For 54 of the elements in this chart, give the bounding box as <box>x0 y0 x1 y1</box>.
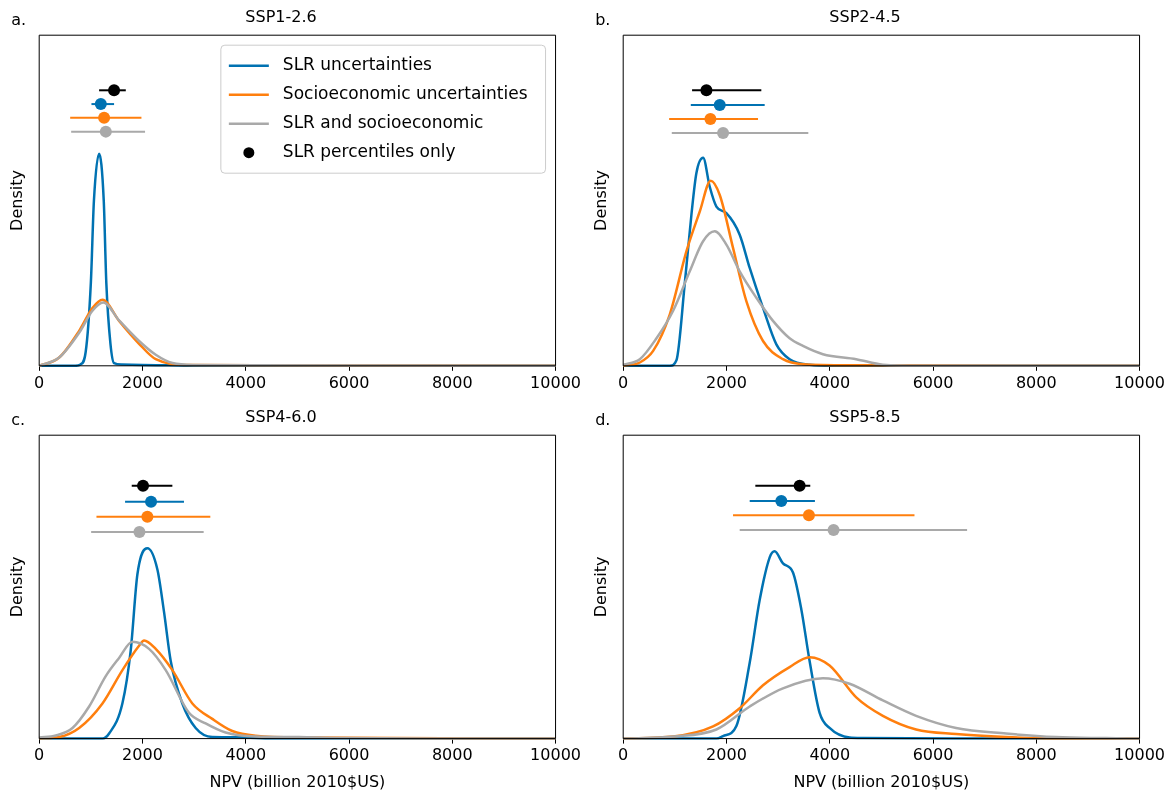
x-tick-label: 10000 <box>1114 745 1165 765</box>
point <box>145 495 158 508</box>
point <box>141 510 154 523</box>
y-axis-title: Density <box>6 556 26 618</box>
text: c. <box>11 410 26 430</box>
y-axis-title: Density <box>6 170 26 231</box>
x-axis-title: NPV (billion 2010$US) <box>793 771 970 791</box>
x-tick-label: 2000 <box>122 372 163 392</box>
chart-title: SSP5-8.5 <box>829 406 901 426</box>
x-tick-label: 4000 <box>225 372 267 392</box>
x-tick-label: 6000 <box>328 372 370 392</box>
point <box>717 127 730 139</box>
y-axis-title: Density <box>590 170 610 231</box>
x-tick-label: 10000 <box>1114 372 1165 392</box>
x-tick-label: 0 <box>618 745 629 765</box>
chart-title: SSP1-2.6 <box>245 6 317 26</box>
point <box>704 112 717 125</box>
y-axis-title: Density <box>590 556 610 618</box>
x-tick-label: 4000 <box>809 372 851 392</box>
x-tick-label: 0 <box>34 745 45 765</box>
x-tick-label: 2000 <box>122 745 163 765</box>
x-axis-title: NPV (billion 2010$US) <box>209 771 386 791</box>
x-tick-label: 2000 <box>706 372 747 392</box>
x-tick-label: 8000 <box>431 745 473 765</box>
x-tick-label: 8000 <box>1015 372 1057 392</box>
point <box>802 509 815 522</box>
point <box>793 479 806 492</box>
legend-label: Socioeconomic uncertainties <box>282 83 528 104</box>
x-tick-label: 0 <box>618 372 629 392</box>
x-tick-label: 6000 <box>912 745 954 765</box>
chart-title: SSP4-6.0 <box>245 406 317 426</box>
point <box>775 494 788 507</box>
point <box>713 98 726 111</box>
x-tick-label: 8000 <box>431 372 473 392</box>
chart-title: SSP2-4.5 <box>829 6 901 26</box>
x-tick-label: 10000 <box>530 745 581 765</box>
point <box>137 479 150 492</box>
x-tick-label: 10000 <box>530 372 581 392</box>
legend-label: SLR uncertainties <box>282 54 433 75</box>
x-tick-label: 0 <box>34 372 45 392</box>
x-tick-label: 6000 <box>912 372 954 392</box>
x-tick-label: 2000 <box>706 745 747 765</box>
text: d. <box>595 410 611 430</box>
x-tick-label: 4000 <box>225 745 267 765</box>
text: b. <box>595 10 611 30</box>
x-tick-label: 6000 <box>328 745 370 765</box>
x-tick-label: 8000 <box>1015 745 1057 765</box>
point <box>827 524 840 537</box>
legend-label: SLR and socioeconomic <box>282 112 484 133</box>
point <box>133 526 146 539</box>
x-tick-label: 4000 <box>809 745 851 765</box>
legend-label: SLR percentiles only <box>282 141 456 162</box>
point <box>700 84 713 97</box>
text: a. <box>11 10 27 30</box>
